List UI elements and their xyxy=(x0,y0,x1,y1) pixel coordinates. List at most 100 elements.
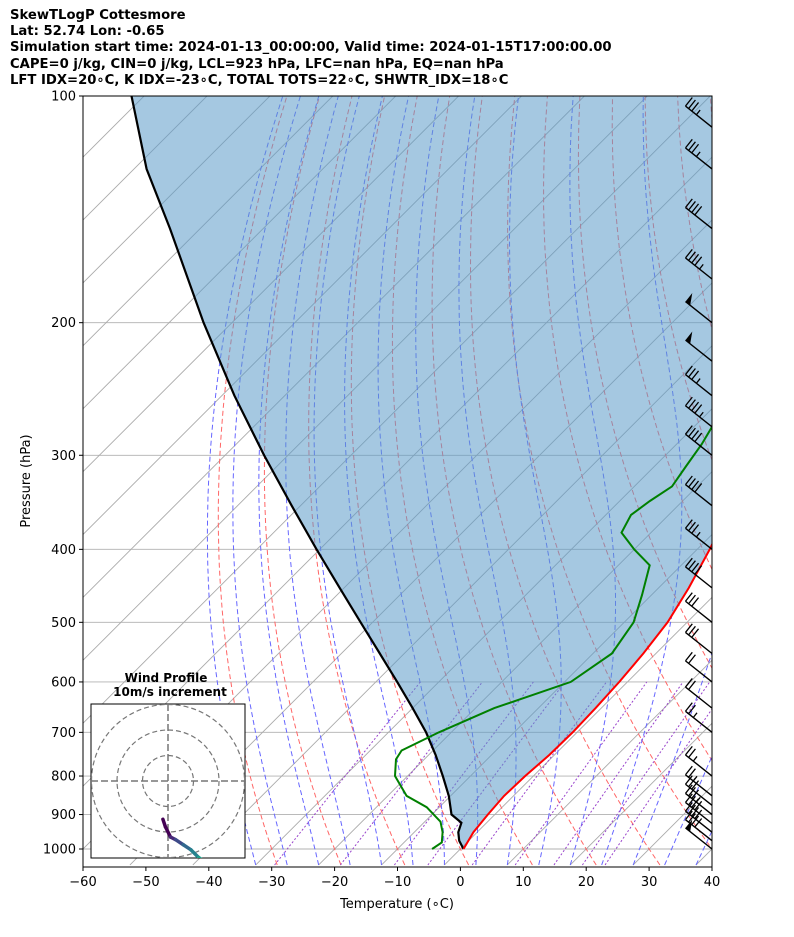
params-line: CAPE=0 j/kg, CIN=0 j/kg, LCL=923 hPa, LF… xyxy=(10,56,504,72)
y-tick-label: 500 xyxy=(51,616,76,631)
mixing-ratio-line xyxy=(604,708,712,866)
isotherm-line xyxy=(0,96,81,865)
barb-full xyxy=(688,368,696,378)
axis-ticks: −60 −50 −40 −30 −20 −10 0 10 20 30 40 1000 900 800 700… xyxy=(43,90,720,891)
barb-full xyxy=(691,789,700,799)
barb-shaft xyxy=(685,774,713,797)
inset-title: Wind Profile xyxy=(125,671,208,685)
barb-shaft xyxy=(685,631,713,655)
y-tick-label: 200 xyxy=(51,316,76,331)
wind-barb xyxy=(684,425,713,456)
moist-adiabat xyxy=(232,96,301,866)
barb-shaft xyxy=(685,600,713,623)
cin-shading xyxy=(131,96,712,849)
barb-full xyxy=(694,483,703,493)
barb-flag xyxy=(685,819,693,832)
barb-shaft xyxy=(685,686,713,709)
wind-barb xyxy=(684,557,713,589)
barb-full xyxy=(691,524,700,534)
barb-full xyxy=(691,807,700,817)
barb-full xyxy=(684,248,693,259)
wind-barb xyxy=(684,396,713,428)
barb-full xyxy=(684,519,693,529)
x-tick-label: 0 xyxy=(456,875,464,890)
moist-adiabat xyxy=(728,96,794,865)
barb-full xyxy=(684,802,693,812)
wind-barb xyxy=(684,765,713,797)
isotherm-line xyxy=(569,722,712,866)
wind-barb xyxy=(684,475,713,507)
wind-barb xyxy=(685,819,713,850)
x-tick-label: 20 xyxy=(578,875,595,890)
barb-full xyxy=(691,562,700,573)
barb-full xyxy=(691,480,700,490)
temperature-line xyxy=(462,542,712,850)
barb-shaft xyxy=(685,527,713,550)
wind-barb xyxy=(684,651,713,683)
barb-full xyxy=(688,478,696,488)
barb-full xyxy=(684,810,693,821)
hodograph-segment xyxy=(163,825,173,839)
barb-full xyxy=(688,251,696,261)
barb-full xyxy=(688,654,696,664)
barb-full xyxy=(691,597,700,607)
barb-full xyxy=(684,765,693,776)
x-tick-label: −20 xyxy=(321,875,348,890)
barb-full xyxy=(684,365,693,375)
moist-adiabat xyxy=(664,754,712,866)
barb-shaft xyxy=(685,827,713,850)
isotherm-line xyxy=(444,596,712,866)
barb-full xyxy=(684,651,693,662)
barb-half xyxy=(695,151,701,157)
barb-shaft xyxy=(685,206,713,230)
barb-shaft xyxy=(685,792,713,816)
y-tick-label: 700 xyxy=(51,726,76,741)
barb-full xyxy=(694,205,703,216)
x-axis-label: Temperature (∘C) xyxy=(339,897,454,912)
barb-half xyxy=(695,109,701,116)
moist-adiabat xyxy=(601,96,683,866)
barb-half xyxy=(692,775,698,782)
barb-full xyxy=(688,560,696,570)
barb-full xyxy=(688,768,696,778)
barb-full xyxy=(691,102,700,112)
moist-adiabat xyxy=(759,96,794,865)
barb-shaft xyxy=(685,819,713,842)
barb-shaft xyxy=(685,257,713,280)
barb-full xyxy=(684,557,693,568)
y-tick-label: 1000 xyxy=(43,843,76,858)
barb-full xyxy=(691,253,700,264)
barb-shaft xyxy=(685,783,713,806)
barb-full xyxy=(688,804,696,815)
dry-adiabat xyxy=(743,96,794,865)
barb-full xyxy=(694,565,703,575)
dry-adiabat xyxy=(217,96,288,866)
barb-shaft xyxy=(685,484,713,507)
wind-barb xyxy=(685,331,713,362)
x-tick-label: −30 xyxy=(258,875,285,890)
dry-adiabat xyxy=(775,96,794,865)
wind-barb xyxy=(684,138,713,170)
x-tick-label: −50 xyxy=(132,875,159,890)
barb-full xyxy=(684,784,693,794)
isotherm-line xyxy=(759,96,794,865)
barb-full xyxy=(688,521,696,532)
location-line: Lat: 52.74 Lon: -0.65 xyxy=(10,24,165,40)
y-tick-label: 100 xyxy=(51,90,76,105)
hodograph-segment xyxy=(222,868,230,871)
wind-barb xyxy=(684,623,713,655)
barb-full xyxy=(688,748,696,758)
barb-half xyxy=(699,411,704,418)
mixing-ratio-line xyxy=(581,681,711,866)
barb-full xyxy=(688,427,696,438)
barb-full xyxy=(688,99,696,109)
barb-full xyxy=(684,425,693,435)
mixing-ratio-line xyxy=(514,681,648,866)
cin-region xyxy=(131,96,712,849)
moist-adiabat xyxy=(206,96,284,866)
barb-half xyxy=(692,756,698,762)
wind-barb xyxy=(684,519,713,550)
barb-full xyxy=(694,818,703,828)
